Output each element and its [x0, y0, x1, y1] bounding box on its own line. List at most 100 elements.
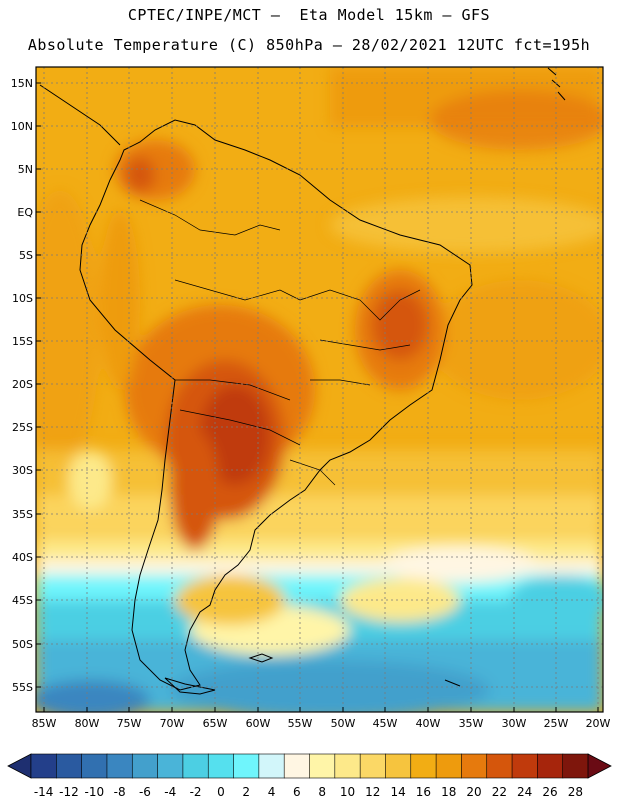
field-north-ocean-hot [430, 90, 603, 150]
lat-label: 50S [12, 638, 33, 651]
colorbar-swatch [81, 753, 108, 779]
latitude-labels: 15N 10N 5N EQ 5S 10S 15S 20S 25S 30S 35S… [11, 77, 34, 694]
longitude-labels: 85W 80W 75W 70W 65W 60W 55W 50W 45W 40W … [32, 717, 611, 730]
field-patagonia-orange [175, 575, 285, 625]
lat-label: 40S [12, 551, 33, 564]
temperature-field [36, 67, 603, 712]
field-atlantic-warm [430, 280, 603, 400]
lon-label: 25W [544, 717, 569, 730]
colorbar-label: 24 [517, 785, 532, 799]
field-colombia-22-24 [125, 157, 155, 193]
central-america-outline [39, 84, 121, 146]
colorbar-labels: -14 -12 -10 -8 -6 -4 -2 0 2 4 6 8 10 12 14 16 18 20 22 24 26… [34, 785, 583, 799]
south-georgia [444, 679, 461, 687]
colorbar-label: 4 [268, 785, 276, 799]
colorbar-swatch [410, 753, 437, 779]
field-south-minus6 [170, 660, 490, 712]
colorbar-swatch [283, 753, 311, 779]
lon-label: 30W [502, 717, 527, 730]
field-chile-cool [68, 450, 112, 510]
field-andes-lee-hot [170, 430, 220, 550]
lon-label: 85W [32, 717, 57, 730]
colorbar-label: 12 [365, 785, 380, 799]
colorbar-label: 14 [390, 785, 405, 799]
colorbar-swatch [359, 753, 387, 779]
map-frame [35, 66, 604, 713]
lat-label: 15S [12, 335, 33, 348]
lon-label: 65W [203, 717, 228, 730]
colorbar-low-arrow [7, 753, 32, 779]
colorbar-swatch [157, 753, 184, 779]
colorbar-swatch [131, 753, 159, 779]
falklands [248, 653, 274, 663]
lon-label: 60W [246, 717, 271, 730]
border-brazil-states-1 [299, 289, 421, 321]
colorbar-swatch [385, 753, 412, 779]
colorbar-label: -4 [164, 785, 176, 799]
colorbar-label: 28 [568, 785, 583, 799]
colorbar-high-arrow [587, 753, 612, 779]
colorbar-label: -14 [34, 785, 54, 799]
colorbar-swatch [30, 753, 57, 779]
lat-label: 20S [12, 378, 33, 391]
field-pacific-warm [36, 190, 100, 470]
border-brazil-states-3 [310, 379, 371, 386]
country-borders [139, 199, 421, 486]
colorbar-label: -10 [84, 785, 104, 799]
colorbar-label: 18 [441, 785, 456, 799]
colorbar-label: -8 [114, 785, 126, 799]
field-equatorial-band [330, 197, 603, 253]
lon-label: 35W [459, 717, 484, 730]
lat-label: 25S [12, 421, 33, 434]
lat-label: 10S [12, 292, 33, 305]
colorbar-label: -2 [190, 785, 202, 799]
colorbar-swatch [258, 753, 285, 779]
lon-label: 40W [416, 717, 441, 730]
colorbar-swatch [562, 753, 589, 779]
colorbar-label: 26 [542, 785, 557, 799]
colorbar-swatch [56, 753, 83, 779]
map-title-line-2: Absolute Temperature (C) 850hPa – 28/02/… [27, 36, 591, 54]
lat-label: 5N [18, 163, 33, 176]
colorbar-swatches [30, 753, 589, 779]
colorbar-swatch [334, 753, 361, 779]
colorbar-swatch [486, 753, 513, 779]
colorbar-swatch [461, 753, 488, 779]
lat-label: EQ [17, 206, 33, 219]
colorbar-label: 22 [492, 785, 507, 799]
field-se-yellow [340, 578, 460, 622]
border-north [139, 199, 281, 236]
colorbar-swatch [207, 753, 235, 779]
colorbar-swatch [309, 753, 336, 779]
field-se-pale [380, 547, 540, 583]
lon-label: 55W [288, 717, 313, 730]
colorbar-label: 16 [416, 785, 431, 799]
colorbar-label: 6 [293, 785, 301, 799]
lat-label: 30S [12, 464, 33, 477]
map-title-line-1: CPTEC/INPE/MCT – Eta Model 15km – GFS [127, 6, 491, 24]
border-bolivia [175, 379, 291, 401]
field-ne-brazil-22-24 [372, 290, 428, 360]
lat-label: 15N [11, 77, 33, 90]
lat-label: 55S [12, 681, 33, 694]
colorbar-swatch [182, 753, 209, 779]
colorbar-label: 20 [466, 785, 481, 799]
field-chaco-24-26 [200, 385, 270, 485]
lon-label: 20W [586, 717, 611, 730]
tierra-del-fuego [164, 677, 216, 695]
colorbar: -14 -12 -10 -8 -6 -4 -2 0 2 4 6 8 10 12 14 16 18 20 22 24 26… [7, 753, 612, 799]
colorbar-label: 2 [242, 785, 250, 799]
field-andes-cool [100, 210, 140, 390]
colorbar-label: -6 [139, 785, 151, 799]
border-paraguay [179, 409, 301, 446]
lat-label: 10N [11, 120, 33, 133]
field-south-minus8 [36, 680, 150, 712]
lon-label: 70W [160, 717, 185, 730]
border-peru-brazil [174, 279, 301, 301]
colorbar-label: 0 [217, 785, 225, 799]
colorbar-label: 8 [318, 785, 326, 799]
lon-label: 75W [117, 717, 142, 730]
colorbar-swatch [435, 753, 463, 779]
lat-label: 35S [12, 508, 33, 521]
